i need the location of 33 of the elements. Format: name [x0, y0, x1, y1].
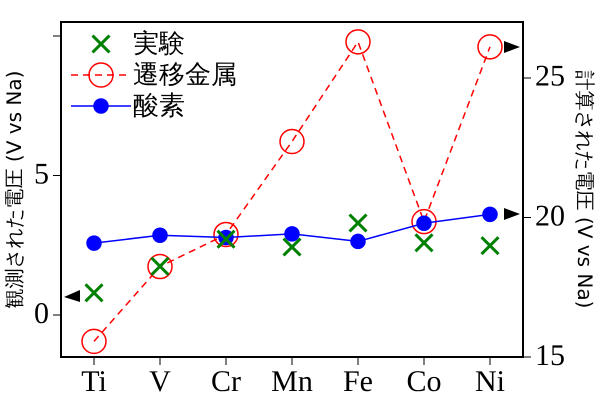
point	[152, 228, 168, 244]
point	[279, 128, 305, 154]
point	[213, 222, 239, 248]
point	[86, 235, 102, 251]
legend-label: 実験	[133, 28, 185, 59]
legend-label: 酸素	[133, 90, 185, 121]
y-tick-label: 5	[34, 157, 49, 190]
x-tick-label: Co	[406, 364, 442, 398]
point	[284, 226, 300, 242]
x-tick-label: Mn	[271, 364, 313, 398]
y2-tick-label: 20	[535, 199, 565, 232]
point	[81, 328, 107, 354]
point	[411, 208, 437, 234]
y-tick-label: 0	[34, 297, 49, 330]
y2-tick-label: 25	[535, 60, 565, 93]
point	[84, 282, 104, 303]
point	[348, 213, 368, 233]
x-tick-label: V	[149, 364, 172, 398]
x-tick-label: Ni	[475, 364, 505, 398]
y2-axis-title: 計算された電圧 (V vs Na)	[572, 70, 597, 308]
point	[477, 34, 503, 60]
point	[480, 236, 500, 256]
x-tick-label: Ti	[81, 364, 107, 398]
point	[282, 237, 302, 257]
x-tick-label: Fe	[343, 364, 373, 398]
y2-tick-label: 15	[535, 338, 565, 372]
point	[345, 29, 371, 55]
x-tick-label: Cr	[211, 364, 242, 398]
y-axis-title: 観測された電圧 (V vs Na)	[2, 70, 26, 308]
point	[350, 234, 366, 250]
legend-label: 遷移金属	[133, 60, 237, 90]
point	[414, 232, 434, 253]
point	[482, 206, 498, 222]
